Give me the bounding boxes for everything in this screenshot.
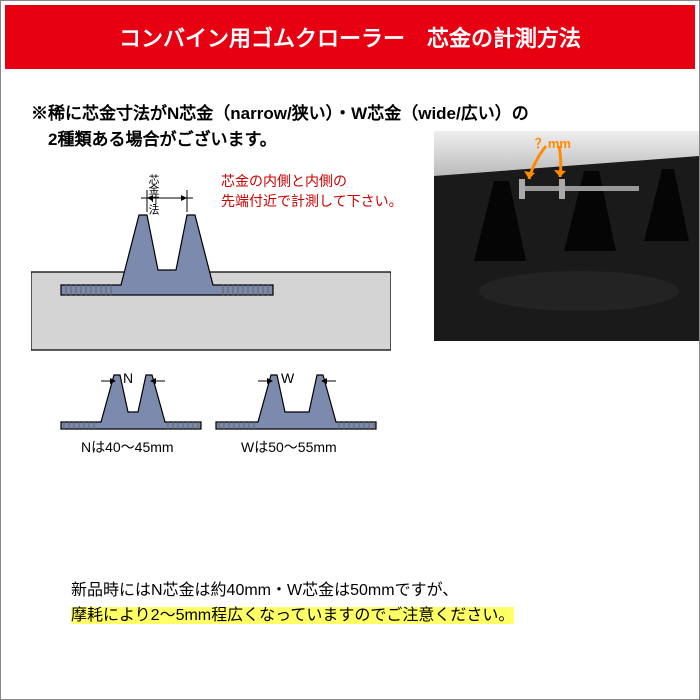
mm-label: ？mm [535,133,571,152]
instruction-card: コンバイン用ゴムクローラー 芯金の計測方法 ※稀に芯金寸法がN芯金（narrow… [0,0,700,700]
w-shape [211,367,381,442]
notice-line2: 2種類ある場合がございます。 [31,130,277,149]
photo-measurement: ？mm [434,131,699,341]
red-line1: 芯金の内側と内側の [221,173,347,189]
footer-line1: 新品時にはN芯金は約40mm・W芯金は50mmですが、 [71,582,458,599]
cross-section-main [31,190,391,360]
footer-text: 新品時にはN芯金は約40mm・W芯金は50mmですが、 摩耗により2～5mm程広… [71,578,514,629]
footer-line2: 摩耗により2～5mm程広くなっていますのでご注意ください。 [71,607,514,624]
photo-overlay [434,131,699,341]
w-caption: Wは50～55mm [241,437,337,457]
w-label: W [281,370,294,386]
header-title: コンバイン用ゴムクローラー 芯金の計測方法 [119,26,581,51]
caliper-bar [519,186,639,191]
n-label: N [123,370,133,386]
notice-line1: ※稀に芯金寸法がN芯金（narrow/狭い）・W芯金（wide/広い）の [31,104,529,123]
n-caption: Nは40～45mm [81,437,174,457]
header-bar: コンバイン用ゴムクローラー 芯金の計測方法 [5,5,695,69]
